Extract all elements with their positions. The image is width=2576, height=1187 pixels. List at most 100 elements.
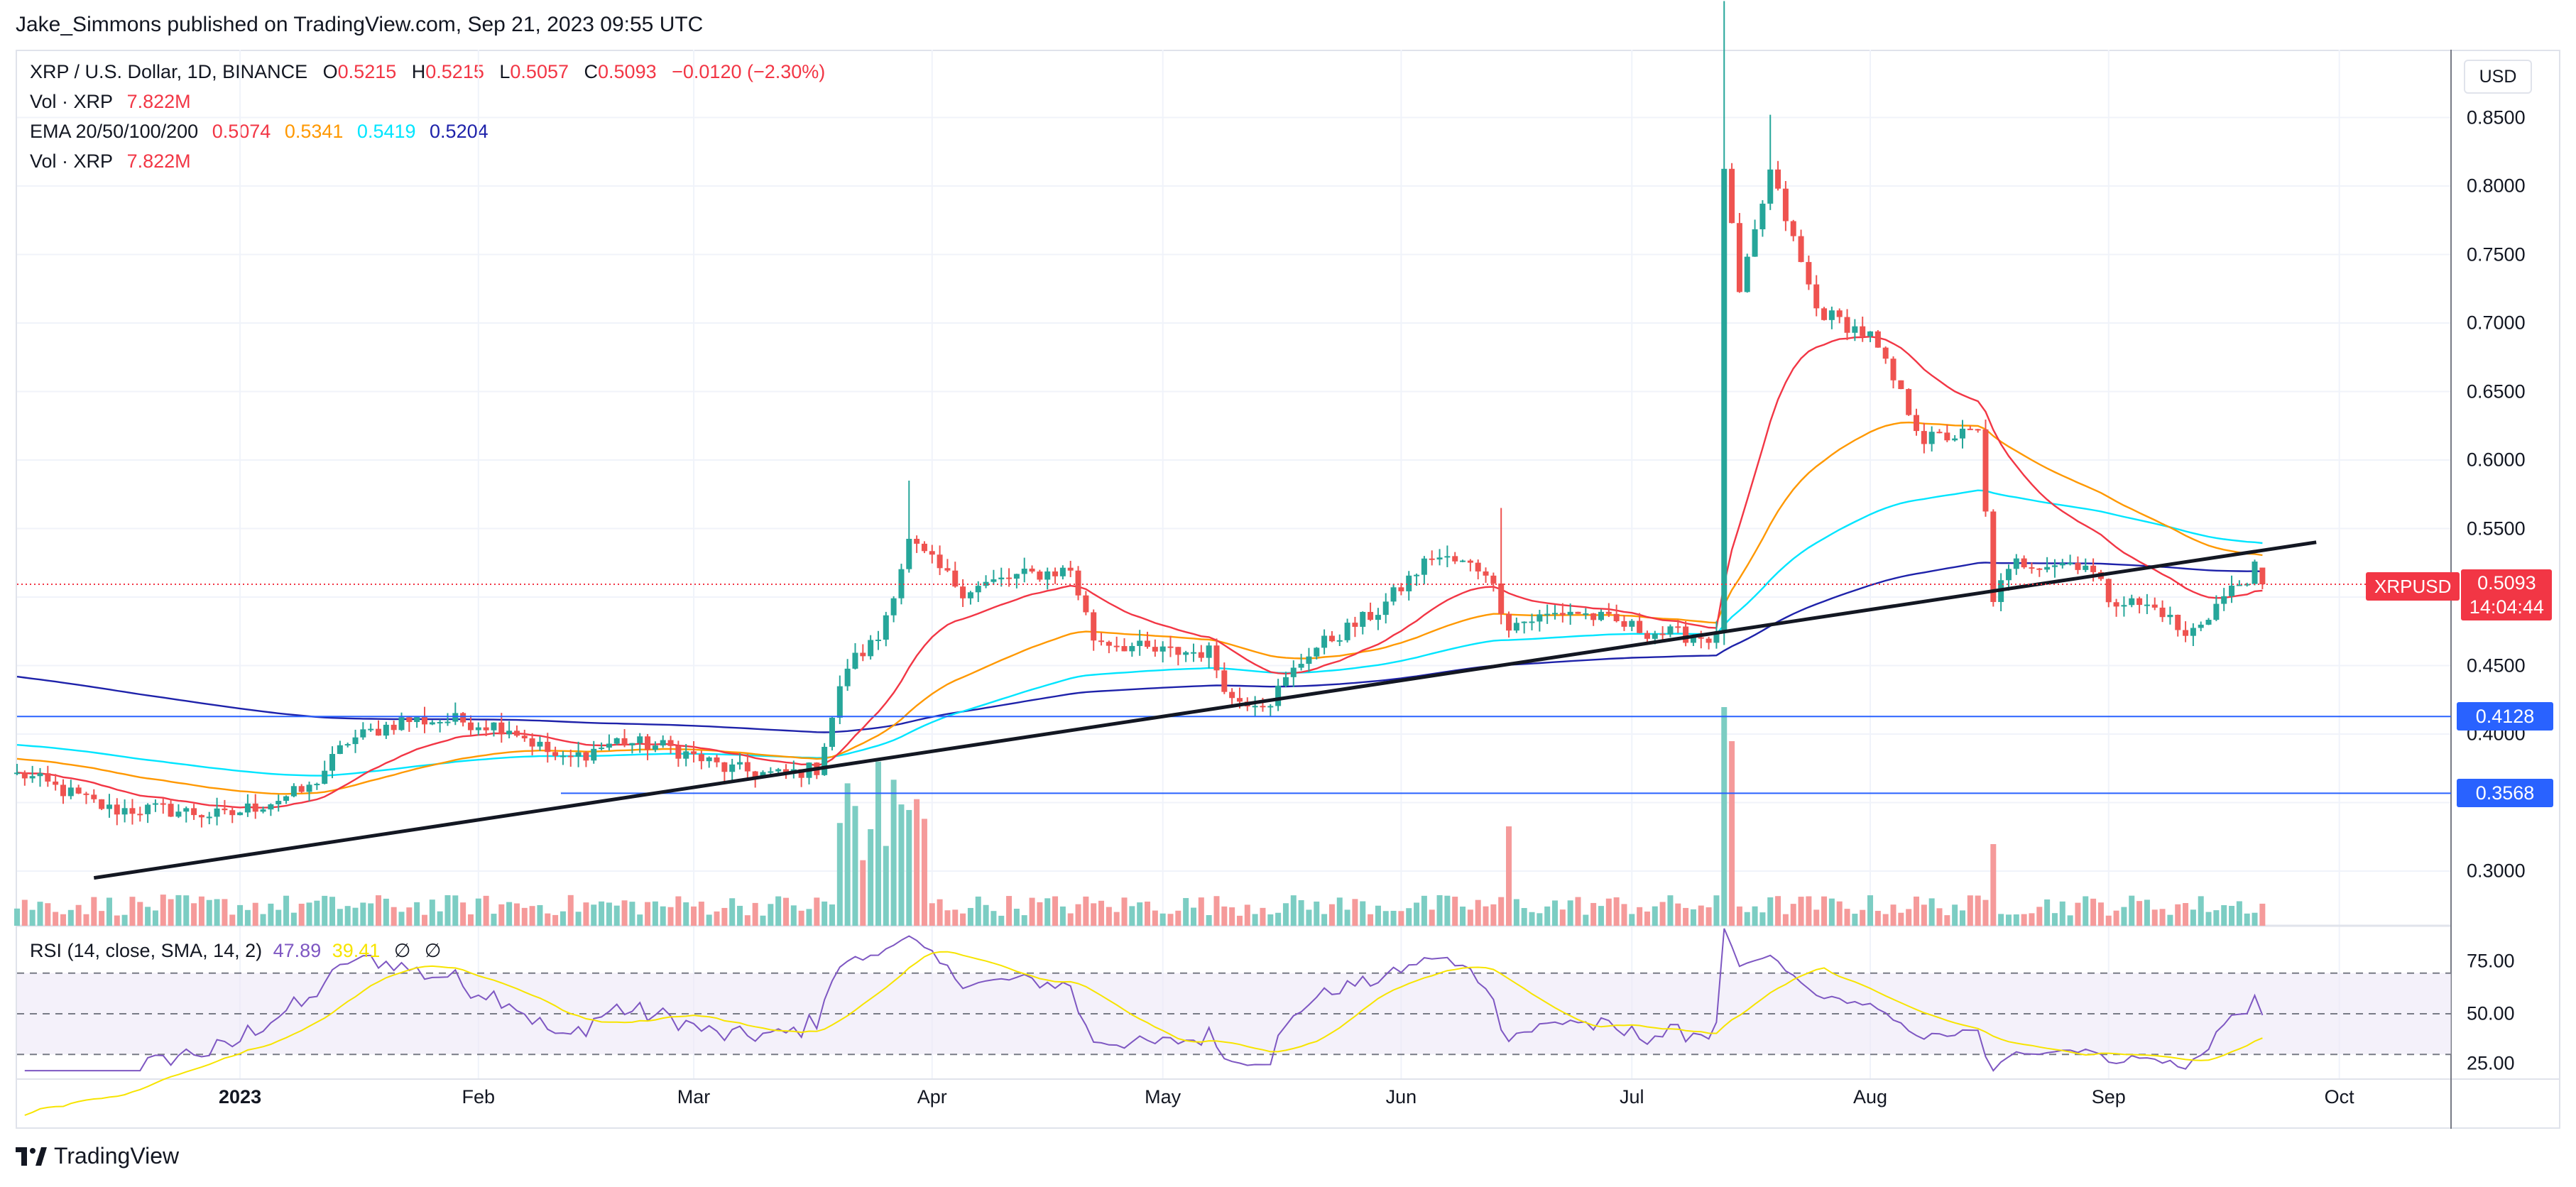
- candle-body: [145, 804, 151, 814]
- time-tick: Aug: [1852, 1086, 1888, 1107]
- volume-bar: [1167, 914, 1174, 926]
- volume-bar: [706, 914, 712, 926]
- volume-bar: [1890, 904, 1896, 926]
- candle-body: [467, 722, 474, 731]
- volume-bar: [252, 902, 258, 926]
- volume-bar: [1444, 895, 1451, 926]
- currency-button[interactable]: USD: [2464, 60, 2532, 94]
- volume-bar: [2013, 914, 2019, 926]
- volume-bar: [1683, 907, 1689, 926]
- volume-bar: [2029, 913, 2035, 926]
- empty-set-icon: ∅: [393, 940, 411, 961]
- volume-bar: [460, 902, 466, 926]
- candle-body: [337, 745, 343, 755]
- candle-body: [2151, 604, 2158, 608]
- volume-bar: [398, 912, 405, 926]
- candle-body: [29, 776, 36, 779]
- volume-bar: [1436, 895, 1443, 926]
- level-badge-lower: 0.3568: [2457, 779, 2553, 808]
- rsi-tick: 25.00: [2467, 1052, 2515, 1074]
- candle-body: [960, 586, 966, 598]
- volume-label-2[interactable]: Vol · XRP: [30, 151, 114, 172]
- candle-body: [2067, 562, 2073, 564]
- volume-bar: [2151, 909, 2158, 926]
- candle-body: [129, 808, 136, 814]
- volume-bar: [537, 904, 543, 926]
- volume-bar: [1037, 902, 1043, 926]
- candle-body: [513, 731, 520, 736]
- volume-bar: [2183, 903, 2189, 926]
- volume-bar: [860, 860, 866, 926]
- volume-bar: [521, 907, 528, 926]
- candle-body: [1928, 432, 1935, 444]
- volume-label[interactable]: Vol · XRP: [30, 91, 114, 112]
- candle-body: [2229, 585, 2235, 596]
- symbol-label[interactable]: XRP / U.S. Dollar, 1D, BINANCE: [30, 61, 308, 82]
- candle-body: [660, 740, 666, 746]
- volume-bar: [1083, 896, 1089, 926]
- volume-bar: [1598, 906, 1604, 926]
- volume-bar: [160, 895, 166, 926]
- volume-bar: [1874, 911, 1881, 926]
- volume-bar: [1113, 912, 1120, 926]
- candle-body: [498, 722, 505, 735]
- time-tick: May: [1145, 1086, 1181, 1107]
- volume-legend-2: Vol · XRP 7.822M: [30, 151, 194, 173]
- candle-body: [2259, 567, 2266, 585]
- candle-body: [1336, 640, 1343, 642]
- level-badge-upper: 0.4128: [2457, 702, 2553, 731]
- symbol-tag: XRPUSD: [2366, 572, 2460, 601]
- candle-body: [1544, 613, 1551, 616]
- volume-bar: [1421, 895, 1427, 926]
- candle-body: [237, 812, 244, 816]
- candle-body: [967, 592, 973, 598]
- volume-bar: [637, 914, 643, 926]
- candle-body: [1145, 640, 1151, 647]
- candle-body: [229, 810, 236, 816]
- volume-bar: [198, 896, 204, 926]
- volume-bar: [944, 910, 951, 926]
- candle-body: [1806, 262, 1812, 285]
- candle-body: [1029, 568, 1035, 572]
- volume-bar: [2059, 901, 2065, 926]
- candle-body: [1483, 571, 1489, 576]
- candle-body: [914, 538, 920, 544]
- volume-bar: [1467, 909, 1473, 926]
- candle-body: [137, 814, 143, 816]
- volume-bar: [1790, 904, 1796, 926]
- volume-bar: [121, 914, 128, 926]
- candle-body: [1421, 558, 1427, 575]
- volume-bar: [60, 914, 66, 926]
- ema-label[interactable]: EMA 20/50/100/200: [30, 121, 199, 142]
- volume-bar: [1067, 913, 1074, 926]
- trendline[interactable]: [93, 540, 2317, 880]
- volume-bar: [1498, 897, 1505, 926]
- volume-bar: [414, 902, 420, 926]
- volume-bar: [1059, 906, 1066, 926]
- candle-body: [1275, 685, 1282, 706]
- volume-bar: [606, 902, 612, 926]
- volume-bar: [1145, 901, 1151, 926]
- candle-body: [952, 570, 959, 587]
- candle-body: [652, 745, 658, 750]
- volume-bar: [337, 909, 343, 926]
- candle-body: [1506, 613, 1512, 631]
- volume-bar: [2236, 901, 2242, 926]
- volume-bar: [737, 905, 743, 926]
- candle-body: [1621, 621, 1627, 627]
- candle-body: [1221, 670, 1228, 692]
- time-tick: Oct: [2324, 1086, 2354, 1107]
- volume-bar: [1260, 907, 1266, 926]
- candle-body: [1236, 698, 1243, 702]
- candle-body: [998, 577, 1005, 580]
- candle-body: [1583, 613, 1589, 615]
- candle-body: [621, 738, 628, 745]
- volume-bar: [406, 907, 413, 926]
- candle-body: [1282, 677, 1289, 686]
- candle-body: [975, 586, 981, 593]
- volume-bar: [214, 899, 220, 926]
- rsi-tick: 50.00: [2467, 1002, 2515, 1024]
- candle-body: [106, 804, 112, 809]
- rsi-label[interactable]: RSI (14, close, SMA, 14, 2): [30, 940, 263, 961]
